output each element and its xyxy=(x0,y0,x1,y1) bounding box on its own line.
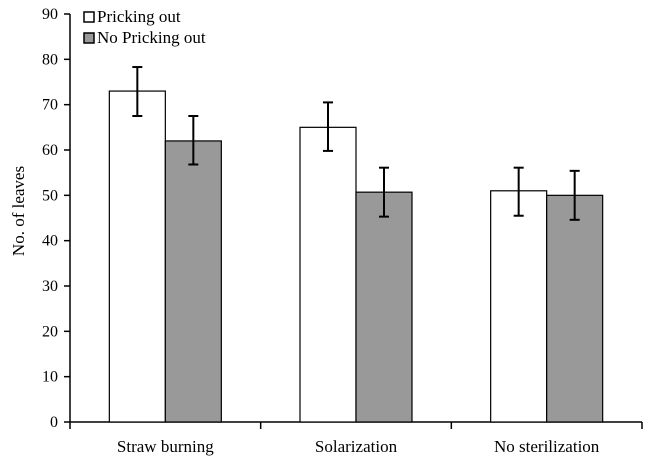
bar-no-pricking-out-no-sterilization xyxy=(546,194,604,423)
legend-label-no-pricking-out: No Pricking out xyxy=(97,28,206,47)
bar-pricking-out-solarization xyxy=(299,126,357,423)
bar-pricking-out-no-sterilization xyxy=(490,190,548,423)
y-tick-label: 60 xyxy=(42,142,58,159)
x-tick-label: Straw burning xyxy=(117,437,214,456)
x-axis: Straw burning Solarization No sterilizatio… xyxy=(69,421,643,456)
y-tick-label: 50 xyxy=(42,187,58,204)
error-bars xyxy=(132,66,580,221)
bar-no-pricking-out-solarization xyxy=(355,191,413,423)
legend: Pricking out No Pricking out xyxy=(83,7,206,47)
error-bar-pricking-out-solarization xyxy=(323,101,333,152)
error-bar-no-pricking-out-straw-burning xyxy=(188,115,199,166)
error-bar-pricking-out-straw-burning xyxy=(132,66,143,117)
y-axis: 0 10 20 30 40 50 60 70 80 90 xyxy=(42,6,71,431)
y-tick-label: 70 xyxy=(42,97,58,114)
y-tick-label: 40 xyxy=(42,233,58,250)
error-bar-no-pricking-out-no-sterilization xyxy=(569,169,580,221)
y-axis-label: No. of leaves xyxy=(9,166,28,256)
bars xyxy=(108,90,604,423)
y-tick-label: 20 xyxy=(42,323,58,340)
y-tick-label: 90 xyxy=(42,6,58,23)
bar-no-pricking-out-straw-burning xyxy=(164,140,222,423)
legend-swatch-pricking-out xyxy=(83,11,95,23)
legend-label-pricking-out: Pricking out xyxy=(97,7,181,26)
error-bar-pricking-out-no-sterilization xyxy=(513,166,524,217)
error-bar-no-pricking-out-solarization xyxy=(379,166,389,218)
y-tick-label: 30 xyxy=(42,278,58,295)
y-tick-label: 0 xyxy=(50,414,58,431)
x-tick-label: No sterilization xyxy=(494,437,600,456)
y-tick-label: 10 xyxy=(42,369,58,386)
bar-pricking-out-straw-burning xyxy=(108,90,166,423)
y-tick-label: 80 xyxy=(42,51,58,68)
legend-swatch-no-pricking-out xyxy=(83,32,95,44)
x-tick-label: Solarization xyxy=(315,437,398,456)
